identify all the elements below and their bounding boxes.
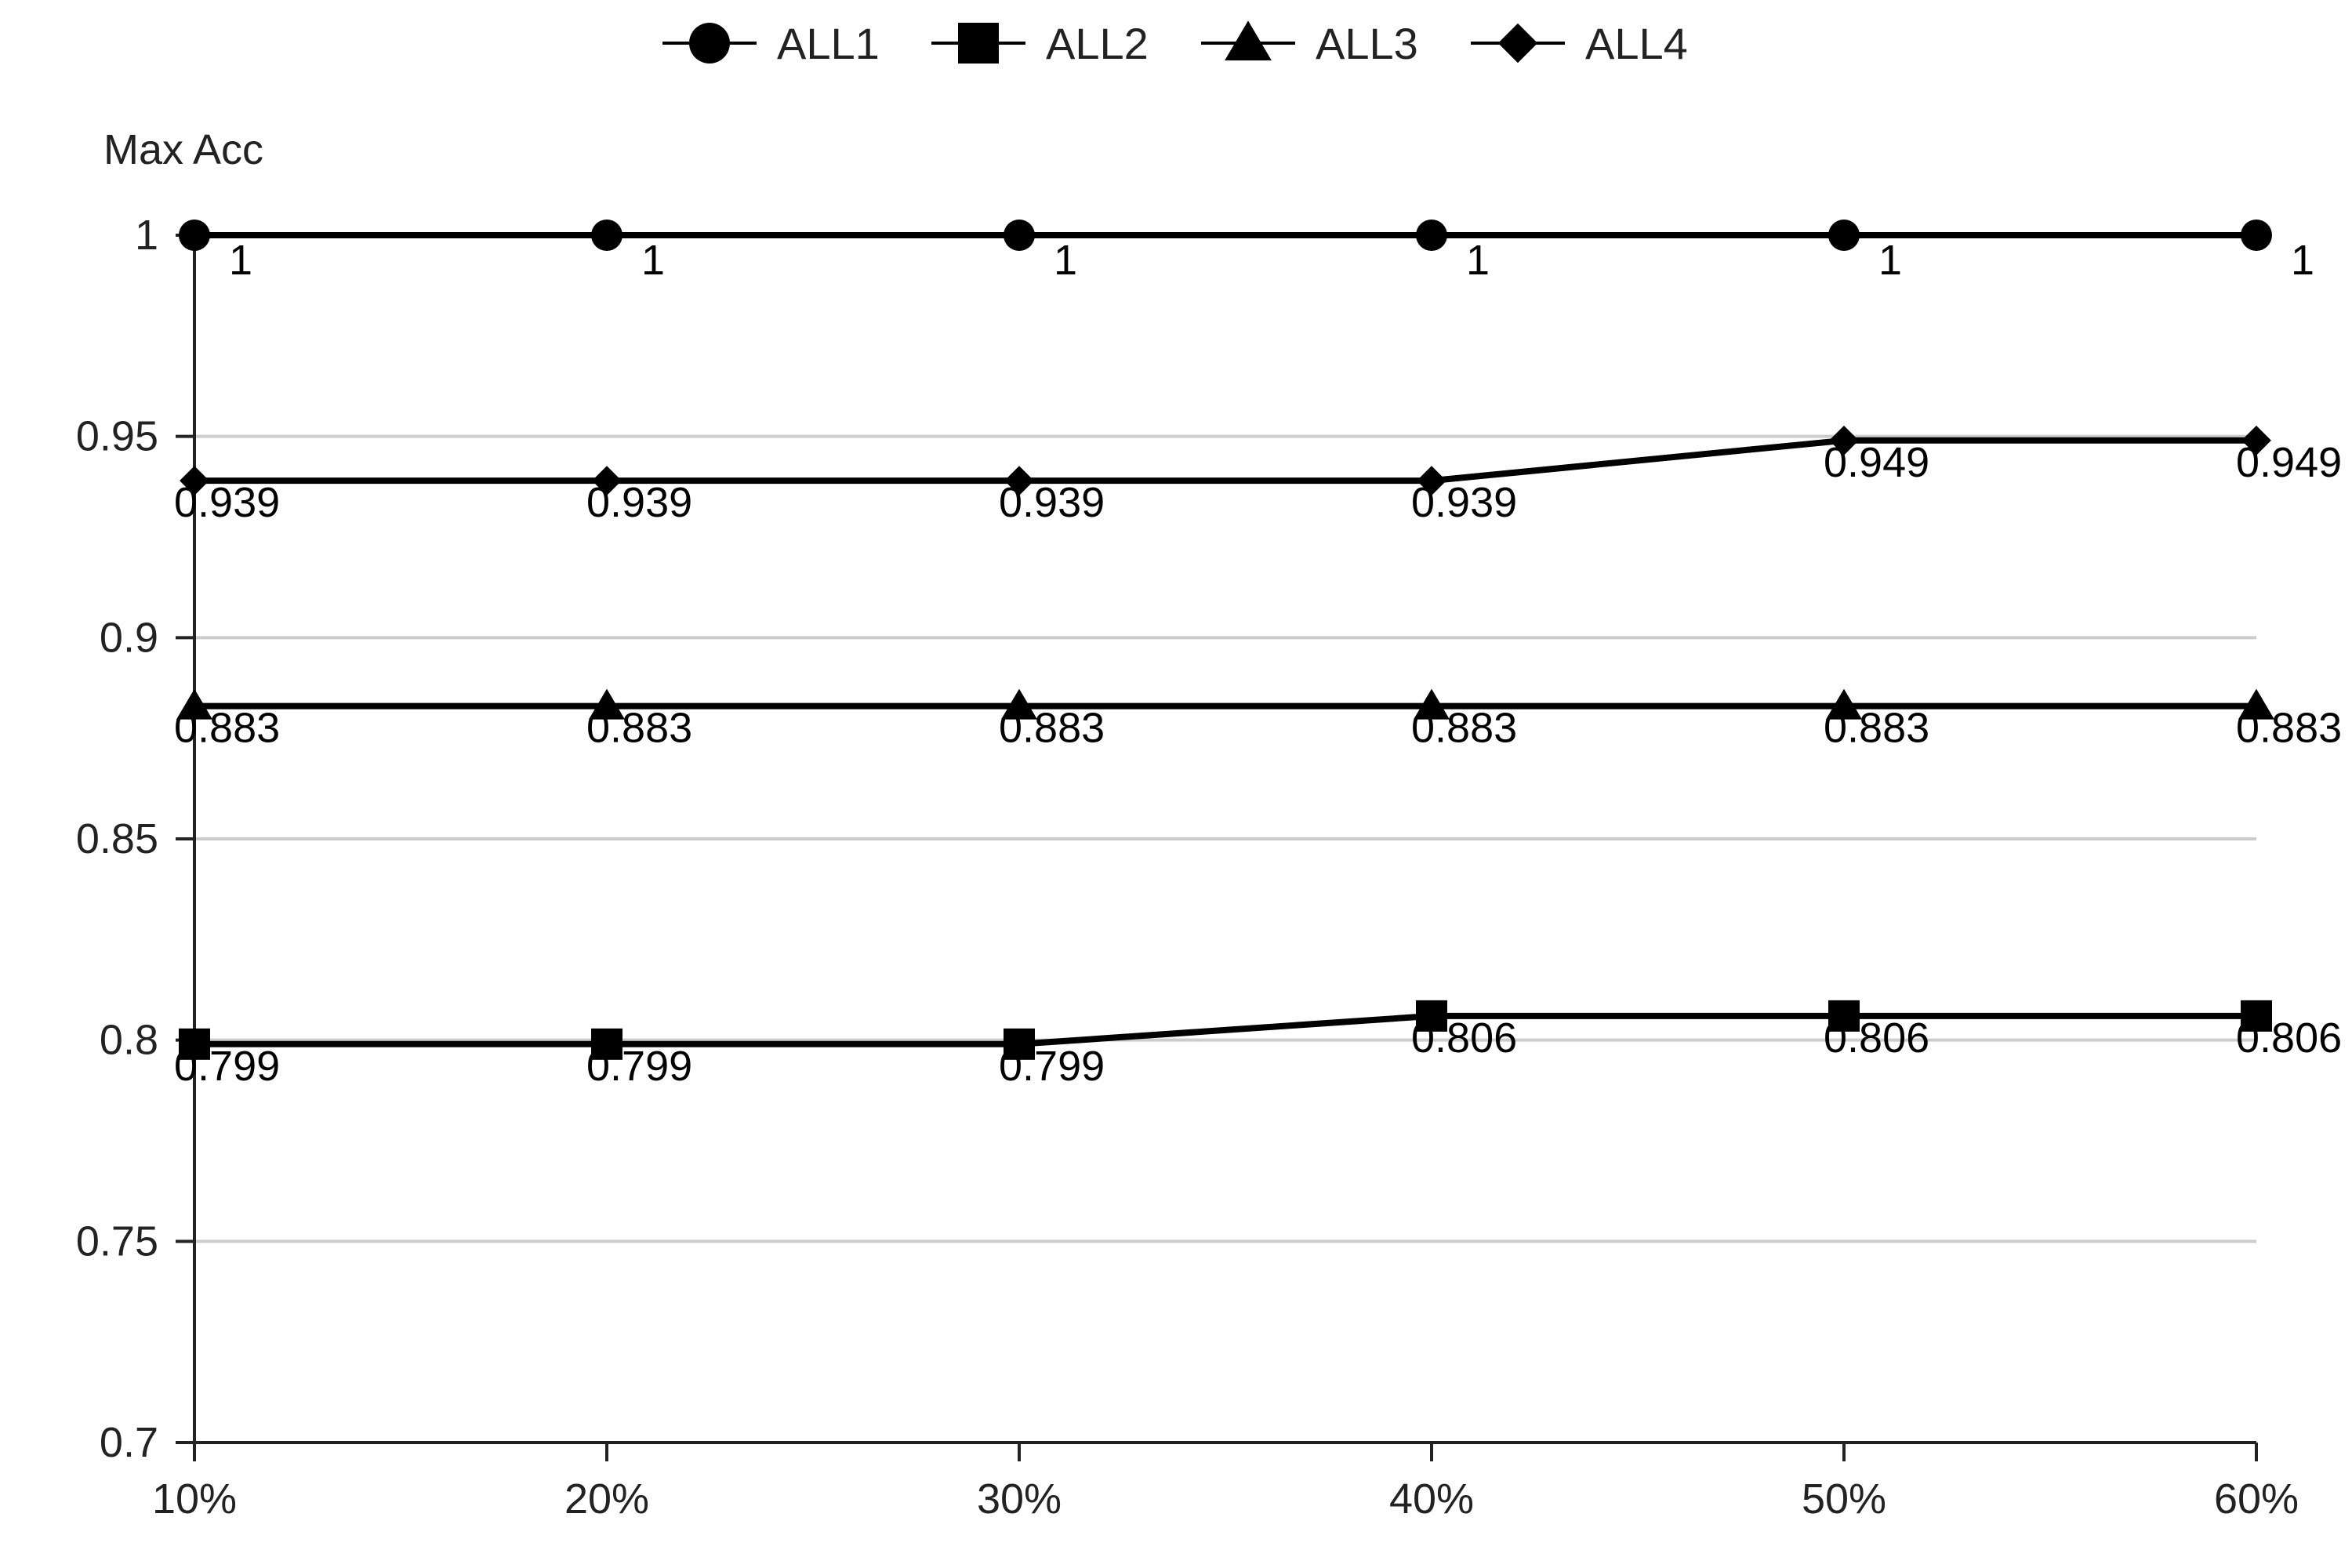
data-point-all4 bbox=[180, 466, 209, 496]
data-label: 1 bbox=[1466, 237, 1490, 284]
data-label: 0.799 bbox=[174, 1043, 280, 1090]
legend-label-all4: ALL4 bbox=[1585, 19, 1688, 68]
data-label: 0.949 bbox=[2236, 439, 2342, 486]
data-labels: 1 1 1 1 1 1 0.799 0.799 0.799 0.806 0.806 0.806 0.88… bbox=[174, 237, 2342, 1090]
x-tick-label: 20% bbox=[564, 1475, 649, 1523]
y-tick-label: 1 bbox=[135, 212, 158, 259]
data-point-all1 bbox=[591, 220, 622, 251]
legend-marker-all3 bbox=[1225, 20, 1272, 61]
data-point-all2 bbox=[179, 1028, 210, 1060]
data-label: 0.883 bbox=[586, 705, 692, 752]
data-label: 0.939 bbox=[999, 479, 1105, 526]
x-tick-label: 30% bbox=[977, 1475, 1062, 1523]
data-point-all3 bbox=[589, 688, 625, 720]
data-label: 0.949 bbox=[1824, 439, 1929, 486]
y-tick-label: 0.8 bbox=[100, 1017, 158, 1064]
x-tick-label: 10% bbox=[152, 1475, 237, 1523]
y-tick-label: 0.9 bbox=[100, 614, 158, 661]
series-lines bbox=[176, 220, 2274, 1060]
data-point-all3 bbox=[176, 688, 212, 720]
legend-marker-all4 bbox=[1497, 23, 1538, 64]
data-label: 0.939 bbox=[174, 479, 280, 526]
data-label: 1 bbox=[2291, 237, 2314, 284]
legend-marker-all2 bbox=[958, 23, 999, 64]
y-tick-label: 0.85 bbox=[76, 815, 158, 862]
legend-label-all1: ALL1 bbox=[777, 19, 880, 68]
data-label: 0.806 bbox=[2236, 1014, 2342, 1062]
data-point-all2 bbox=[1004, 1028, 1035, 1060]
data-point-all3 bbox=[1001, 688, 1037, 720]
series-line-all2 bbox=[194, 1012, 2256, 1047]
y-tick-label: 0.75 bbox=[76, 1218, 158, 1265]
data-point-all4 bbox=[1004, 466, 1034, 496]
data-label: 0.883 bbox=[999, 705, 1105, 752]
x-tick-label: 60% bbox=[2214, 1475, 2299, 1523]
data-point-all2 bbox=[1416, 1000, 1447, 1032]
data-label: 0.799 bbox=[999, 1043, 1105, 1090]
data-label: 0.806 bbox=[1824, 1014, 1929, 1062]
data-point-all3 bbox=[1414, 688, 1450, 720]
data-label: 1 bbox=[641, 237, 665, 284]
legend: ALL1 ALL2 ALL3 ALL4 bbox=[662, 19, 1688, 68]
y-tick-label: 0.7 bbox=[100, 1419, 158, 1466]
series-line-all4 bbox=[194, 437, 2256, 485]
x-tick-label: 50% bbox=[1802, 1475, 1886, 1523]
data-label: 1 bbox=[1054, 237, 1077, 284]
data-label: 0.883 bbox=[1824, 705, 1929, 752]
data-point-all3 bbox=[2238, 688, 2274, 720]
x-tick-label: 40% bbox=[1389, 1475, 1474, 1523]
data-label: 0.799 bbox=[586, 1043, 692, 1090]
axes: 0.7 0.75 0.8 0.85 0.9 0.95 1 10% 20% 30% 40% 50% 60% bbox=[76, 212, 2299, 1523]
data-point-all4 bbox=[592, 466, 622, 496]
data-point-all4 bbox=[1829, 425, 1859, 456]
data-point-all2 bbox=[1828, 1000, 1860, 1032]
data-point-all3 bbox=[1826, 688, 1862, 720]
data-point-all1 bbox=[179, 220, 210, 251]
data-point-all1 bbox=[2241, 220, 2272, 251]
data-point-all1 bbox=[1004, 220, 1035, 251]
legend-label-all3: ALL3 bbox=[1316, 19, 1418, 68]
legend-marker-all1 bbox=[689, 23, 730, 64]
data-point-all2 bbox=[591, 1028, 622, 1060]
data-label: 0.939 bbox=[586, 479, 692, 526]
data-point-all4 bbox=[1417, 466, 1446, 496]
data-point-all1 bbox=[1828, 220, 1860, 251]
legend-label-all2: ALL2 bbox=[1046, 19, 1149, 68]
data-label: 1 bbox=[229, 237, 252, 284]
y-tick-label: 0.95 bbox=[76, 413, 158, 460]
data-label: 1 bbox=[1878, 237, 1902, 284]
data-label: 0.806 bbox=[1411, 1014, 1517, 1062]
grid-lines bbox=[194, 234, 2256, 1243]
data-label: 0.883 bbox=[174, 705, 280, 752]
data-label: 0.883 bbox=[1411, 705, 1517, 752]
y-axis-title: Max Acc bbox=[103, 126, 263, 173]
data-point-all2 bbox=[2241, 1000, 2272, 1032]
data-label: 0.883 bbox=[2236, 705, 2342, 752]
data-label: 0.939 bbox=[1411, 479, 1517, 526]
data-point-all4 bbox=[2241, 425, 2271, 456]
data-point-all1 bbox=[1416, 220, 1447, 251]
